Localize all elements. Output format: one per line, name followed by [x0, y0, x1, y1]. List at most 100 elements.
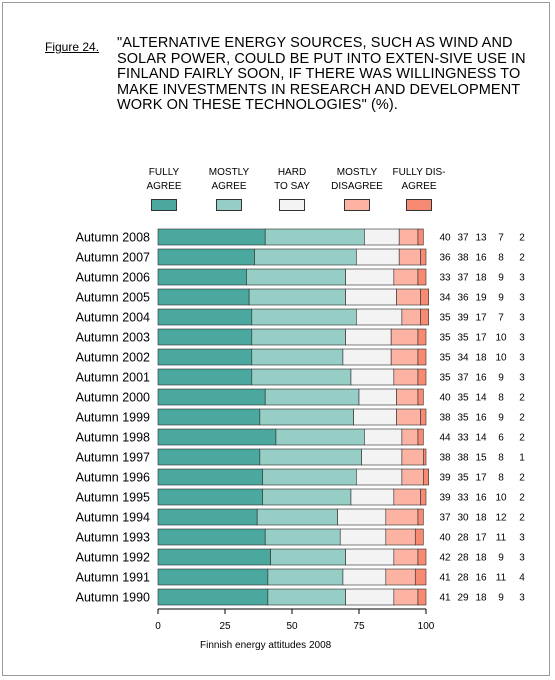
bar-segment-autumn-2004-s2 [356, 308, 403, 326]
bar-segment-autumn-1997-s2 [361, 448, 403, 466]
value-label-autumn-1991-s1: 28 [457, 573, 469, 584]
bar-segment-autumn-2006-s3 [393, 268, 419, 286]
bar-segment-autumn-1997-s3 [401, 448, 424, 466]
category-label-autumn-2006: Autumn 2006 [76, 271, 150, 285]
x-tick-label-100: 100 [418, 621, 435, 632]
value-label-autumn-1993-s2: 17 [475, 533, 487, 544]
value-label-autumn-2008-s1: 37 [457, 233, 469, 244]
value-label-autumn-2003-s0: 35 [439, 333, 451, 344]
value-label-autumn-1998-s2: 14 [475, 433, 487, 444]
value-label-autumn-1994-s3: 12 [495, 513, 507, 524]
legend-swatch-mostly-disagree [344, 199, 370, 211]
value-label-autumn-2007-s4: 2 [519, 253, 525, 264]
value-label-autumn-1998-s4: 2 [519, 433, 525, 444]
bar-segment-autumn-1994-s4 [417, 508, 424, 526]
value-label-autumn-2000-s0: 40 [439, 393, 451, 404]
value-label-autumn-1997-s1: 38 [457, 453, 469, 464]
bar-segment-autumn-2001-s4 [417, 368, 427, 386]
bar-segment-autumn-2007-s1 [254, 248, 357, 266]
chart-title: "ALTERNATIVE ENERGY SOURCES, SUCH AS WIN… [117, 35, 526, 113]
value-label-autumn-1990-s1: 29 [457, 593, 469, 604]
value-label-autumn-1991-s2: 16 [475, 573, 487, 584]
value-label-autumn-2005-s2: 19 [475, 293, 487, 304]
bar-segment-autumn-2002-s4 [417, 348, 427, 366]
category-label-autumn-1990: Autumn 1990 [76, 591, 150, 605]
value-label-autumn-2006-s0: 33 [439, 273, 451, 284]
legend-swatch-hard-to-say [279, 199, 305, 211]
legend-swatch-fully-agree [151, 199, 177, 211]
bar-segment-autumn-2000-s0 [157, 388, 266, 406]
category-label-autumn-2008: Autumn 2008 [76, 231, 150, 245]
bar-segment-autumn-1991-s4 [414, 568, 427, 586]
value-label-autumn-1999-s4: 2 [519, 413, 525, 424]
value-label-autumn-1998-s3: 6 [498, 433, 504, 444]
value-label-autumn-2000-s4: 2 [519, 393, 525, 404]
bar-segment-autumn-1995-s1 [262, 488, 352, 506]
bar-segment-autumn-1990-s1 [267, 588, 346, 606]
value-label-autumn-1992-s0: 42 [439, 553, 451, 564]
value-label-autumn-1999-s3: 9 [498, 413, 504, 424]
bar-segment-autumn-2004-s4 [420, 308, 429, 326]
bar-segment-autumn-1999-s4 [420, 408, 427, 426]
bar-segment-autumn-1990-s0 [157, 588, 269, 606]
bar-segment-autumn-1996-s2 [356, 468, 403, 486]
bar-segment-autumn-1995-s2 [350, 488, 395, 506]
value-label-autumn-2000-s3: 8 [498, 393, 504, 404]
legend-swatch-fully-disagree [406, 199, 432, 211]
value-label-autumn-2007-s3: 8 [498, 253, 504, 264]
bar-segment-autumn-1993-s4 [414, 528, 424, 546]
chart-footer: Finnish energy attitudes 2008 [200, 640, 332, 651]
bar-segment-autumn-1990-s3 [393, 588, 419, 606]
value-label-autumn-1991-s3: 11 [496, 573, 507, 584]
figure-frame [2, 2, 550, 676]
bar-segment-autumn-2007-s0 [157, 248, 255, 266]
value-label-autumn-1994-s0: 37 [439, 513, 451, 524]
bar-segment-autumn-2000-s3 [396, 388, 419, 406]
value-label-autumn-1997-s4: 1 [519, 453, 525, 464]
value-label-autumn-2008-s4: 2 [519, 233, 525, 244]
legend-item-fully-disagree: FULLY DIS- AGREE [387, 166, 451, 211]
value-label-autumn-1999-s1: 35 [457, 413, 469, 424]
bar-segment-autumn-1999-s1 [259, 408, 354, 426]
bar-segment-autumn-1998-s4 [417, 428, 424, 446]
bar-segment-autumn-1996-s1 [262, 468, 357, 486]
value-label-autumn-1997-s3: 8 [498, 453, 504, 464]
legend-label-fully-agree: FULLY AGREE [146, 167, 182, 192]
bar-segment-autumn-1992-s3 [393, 548, 419, 566]
value-label-autumn-2000-s2: 14 [475, 393, 487, 404]
bar-segment-autumn-1994-s1 [256, 508, 338, 526]
value-label-autumn-2007-s1: 38 [457, 253, 469, 264]
x-tick-label-0: 0 [155, 621, 161, 632]
category-label-autumn-2005: Autumn 2005 [76, 291, 150, 305]
value-label-autumn-1998-s0: 44 [439, 433, 451, 444]
bar-segment-autumn-2008-s3 [398, 228, 419, 246]
bar-segment-autumn-2001-s1 [251, 368, 352, 386]
value-label-autumn-1997-s0: 38 [439, 453, 451, 464]
bar-segment-autumn-1990-s4 [417, 588, 427, 606]
value-label-autumn-1992-s4: 3 [519, 553, 525, 564]
value-label-autumn-2008-s2: 13 [475, 233, 487, 244]
value-label-autumn-2002-s3: 10 [495, 353, 507, 364]
value-label-autumn-2003-s4: 3 [519, 333, 525, 344]
bar-segment-autumn-1994-s2 [337, 508, 387, 526]
bar-segment-autumn-1998-s2 [364, 428, 403, 446]
bar-segment-autumn-2002-s2 [342, 348, 392, 366]
legend-label-fully-disagree: FULLY DIS- AGREE [392, 167, 446, 192]
value-label-autumn-2004-s1: 39 [457, 313, 469, 324]
bar-segment-autumn-2000-s4 [417, 388, 424, 406]
value-label-autumn-1996-s4: 2 [519, 473, 525, 484]
value-label-autumn-2004-s2: 17 [475, 313, 487, 324]
bar-segment-autumn-2007-s3 [398, 248, 421, 266]
category-label-autumn-1991: Autumn 1991 [76, 571, 150, 585]
value-label-autumn-1991-s4: 4 [519, 573, 525, 584]
value-label-autumn-1990-s4: 3 [519, 593, 525, 604]
bar-segment-autumn-1997-s0 [157, 448, 261, 466]
value-label-autumn-1991-s0: 41 [439, 573, 451, 584]
bar-segment-autumn-2002-s1 [251, 348, 344, 366]
bar-segment-autumn-2005-s3 [396, 288, 421, 306]
value-label-autumn-2002-s0: 35 [439, 353, 451, 364]
bar-segment-autumn-1991-s2 [342, 568, 387, 586]
legend-item-hard-to-say: HARD TO SAY [260, 166, 324, 211]
category-label-autumn-1996: Autumn 1996 [76, 471, 150, 485]
bar-segment-autumn-2006-s2 [345, 268, 395, 286]
